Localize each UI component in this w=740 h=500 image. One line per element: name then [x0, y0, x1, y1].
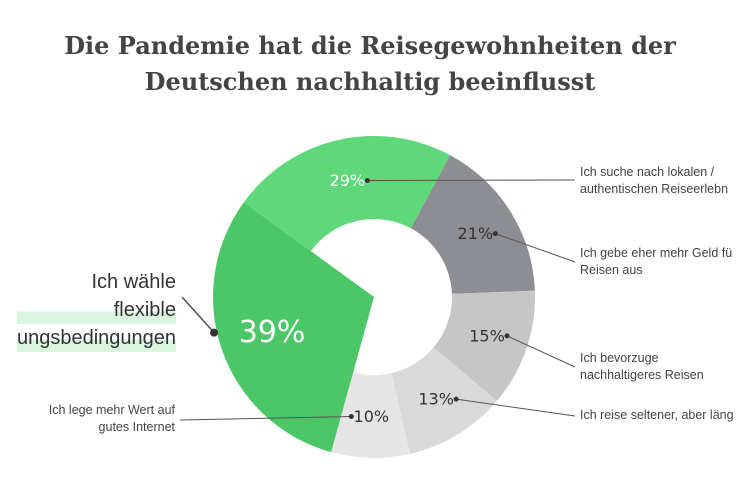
legend-label-local: Ich suche nach lokalen / authentischen R… [580, 165, 729, 196]
leader-dot-sustainable [504, 333, 510, 339]
leader-line-flexible [181, 296, 215, 334]
leader-dot-internet [348, 413, 354, 419]
chart-title: Die Pandemie hat die Reisegewohnheiten d… [0, 28, 740, 100]
pct-label-money: 21% [458, 224, 494, 243]
leader-line-seldom [456, 398, 576, 417]
pct-label-flexible: 39% [239, 315, 306, 350]
leader-line-sustainable [506, 335, 576, 368]
pct-label-internet: 10% [354, 407, 390, 426]
legend-label-seldom: Ich reise seltener, aber läng [580, 408, 734, 422]
leader-line-money [495, 233, 576, 263]
legend-label-flexible-line-1: Ich wähle flexible [16, 268, 176, 324]
leader-line-internet [179, 415, 352, 421]
pct-label-local: 29% [330, 171, 366, 190]
legend-label-internet: Ich lege mehr Wert auf gutes Internet [48, 403, 175, 434]
leader-line-local [367, 179, 576, 182]
chart-title-line-1: Die Pandemie hat die Reisegewohnheiten d… [64, 31, 676, 60]
donut-slice-flexible [212, 202, 374, 453]
legend-label-flexible-line-2: ungsbedingungen [16, 324, 176, 352]
leader-dot-flexible [210, 328, 219, 337]
legend-label-money: Ich gebe eher mehr Geld fü Reisen aus [580, 246, 733, 277]
donut-slice-local [243, 135, 451, 252]
leader-dot-money [492, 231, 498, 237]
chart-title-line-2: Deutschen nachhaltig beeinflusst [144, 67, 596, 96]
donut-slice-seldom [391, 347, 497, 454]
donut-slice-internet [331, 372, 410, 458]
legend-label-flexible: Ich wähle flexible ungsbedingungen [16, 268, 176, 352]
donut-slice-sustainable [433, 290, 535, 402]
pct-label-sustainable: 15% [469, 326, 505, 345]
legend-label-sustainable: Ich bevorzuge nachhaltigeres Reisen [580, 351, 704, 382]
pct-label-seldom: 13% [418, 390, 454, 409]
leader-dot-seldom [453, 396, 459, 402]
donut-slice-money [410, 155, 535, 294]
leader-dot-local [364, 178, 370, 184]
